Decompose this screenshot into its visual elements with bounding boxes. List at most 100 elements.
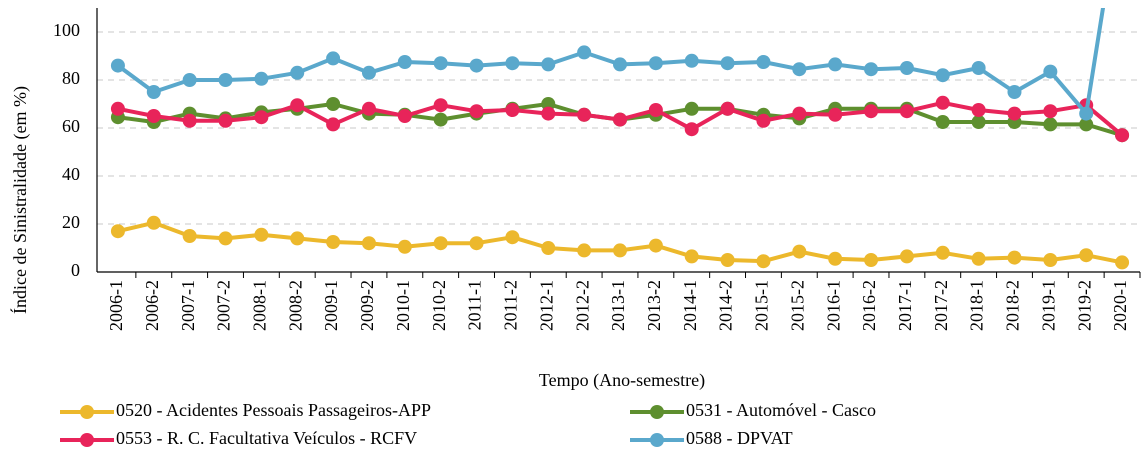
point	[756, 55, 771, 69]
x-tick-label: 2009-2	[357, 280, 377, 331]
point	[469, 236, 484, 251]
point	[1079, 248, 1094, 263]
legend-marker	[650, 433, 664, 447]
point	[1007, 85, 1022, 99]
series-line	[116, 8, 1106, 116]
x-tick-label: 2007-1	[178, 280, 198, 331]
point	[433, 56, 448, 71]
point	[935, 68, 950, 83]
point	[146, 215, 161, 230]
point	[971, 251, 986, 266]
point	[864, 62, 879, 77]
point	[1079, 117, 1094, 132]
point	[326, 51, 341, 66]
point	[577, 107, 592, 122]
point	[397, 239, 412, 254]
point	[864, 253, 879, 267]
point	[648, 103, 663, 117]
point	[756, 113, 771, 128]
point	[1079, 106, 1094, 121]
point	[182, 73, 197, 87]
x-tick-label: 2015-2	[787, 280, 807, 331]
point	[971, 61, 986, 75]
point	[899, 61, 914, 75]
point	[218, 231, 233, 246]
point	[397, 109, 412, 123]
x-tick-label: 2007-2	[214, 280, 234, 331]
x-tick-label: 2020-1	[1110, 280, 1130, 331]
x-tick-label: 2019-2	[1074, 280, 1094, 331]
point	[505, 56, 520, 71]
point	[182, 113, 197, 128]
x-tick-label: 2016-1	[823, 280, 843, 331]
point	[828, 57, 843, 72]
point	[1115, 128, 1130, 143]
point	[828, 107, 843, 122]
point	[1043, 104, 1058, 119]
x-tick-label: 2019-1	[1038, 280, 1058, 331]
point	[290, 231, 305, 246]
point	[182, 229, 197, 243]
y-axis-label: Índice de Sinistralidade (em %)	[9, 86, 31, 314]
point	[146, 109, 161, 123]
point	[541, 97, 556, 111]
legend-label: 0520 - Acidentes Pessoais Passageiros-AP…	[116, 400, 431, 420]
x-tick-label: 2018-2	[1003, 280, 1023, 331]
point	[577, 243, 592, 258]
x-tick-label: 2006-2	[142, 280, 162, 331]
point	[864, 104, 879, 119]
point	[290, 65, 305, 80]
point	[254, 71, 269, 86]
point	[792, 62, 807, 77]
y-tick-label: 40	[62, 164, 80, 184]
x-tick-label: 2017-2	[931, 280, 951, 331]
point	[1043, 64, 1058, 79]
point	[720, 101, 735, 116]
x-tick-label: 2018-1	[967, 280, 987, 331]
point	[541, 241, 556, 255]
x-tick-label: 2017-1	[895, 280, 915, 331]
legend-label: 0531 - Automóvel - Casco	[686, 400, 876, 420]
point	[613, 112, 627, 127]
x-tick-label: 2015-1	[752, 280, 772, 331]
point	[756, 254, 771, 269]
point	[684, 101, 699, 116]
point	[433, 98, 448, 113]
point	[1043, 117, 1058, 132]
point	[828, 251, 843, 266]
x-tick-label: 2014-1	[680, 280, 700, 331]
point	[254, 110, 269, 125]
point	[1043, 253, 1058, 267]
point	[684, 249, 699, 264]
point	[433, 112, 448, 127]
point	[899, 249, 914, 264]
point	[110, 224, 125, 239]
x-tick-label: 2010-2	[429, 280, 449, 331]
point	[935, 115, 950, 129]
point	[218, 113, 233, 128]
x-tick-label: 2010-1	[393, 280, 413, 331]
legend-label: 0553 - R. C. Facultativa Veículos - RCFV	[116, 428, 417, 448]
x-tick-label: 2009-1	[321, 280, 341, 331]
point	[541, 106, 556, 121]
point	[110, 58, 125, 73]
point	[684, 53, 699, 68]
point	[720, 253, 735, 267]
point	[361, 65, 376, 80]
x-tick-label: 2013-2	[644, 280, 664, 331]
point	[971, 103, 986, 117]
point	[361, 101, 376, 116]
point	[792, 244, 807, 259]
point	[469, 104, 484, 119]
point	[577, 45, 592, 60]
x-tick-label: 2008-2	[285, 280, 305, 331]
point	[433, 236, 448, 251]
point	[505, 230, 520, 245]
point	[326, 235, 341, 249]
point	[290, 98, 305, 113]
x-tick-label: 2011-2	[501, 280, 521, 330]
point	[361, 236, 376, 251]
plot	[110, 8, 1130, 270]
point	[971, 115, 986, 129]
